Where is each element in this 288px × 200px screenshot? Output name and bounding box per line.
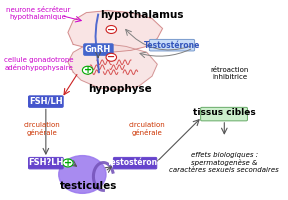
Text: −: − — [107, 24, 115, 34]
Circle shape — [106, 26, 117, 33]
FancyBboxPatch shape — [29, 96, 63, 107]
Polygon shape — [68, 44, 157, 90]
Text: +: + — [84, 65, 92, 75]
Circle shape — [82, 66, 93, 74]
FancyBboxPatch shape — [84, 44, 113, 55]
FancyBboxPatch shape — [149, 39, 195, 51]
FancyBboxPatch shape — [201, 107, 247, 121]
Text: testicules: testicules — [60, 181, 118, 191]
Circle shape — [106, 53, 117, 61]
Text: hypothalamus: hypothalamus — [100, 10, 183, 20]
Text: circulation
générale: circulation générale — [128, 122, 165, 136]
Text: FSH/LH: FSH/LH — [29, 96, 62, 105]
Text: −: − — [107, 52, 115, 62]
FancyBboxPatch shape — [29, 157, 63, 169]
Text: GnRH: GnRH — [85, 45, 111, 54]
Text: hypophyse: hypophyse — [89, 84, 152, 94]
Polygon shape — [68, 11, 162, 52]
Text: Testostérone: Testostérone — [143, 41, 200, 50]
Text: tissus cibles: tissus cibles — [193, 108, 256, 117]
Text: cellule gonadotrope
adénohypophysaire: cellule gonadotrope adénohypophysaire — [4, 57, 74, 71]
Text: effets biologiques :
spermatogenèse &
caractères sexuels secondaires: effets biologiques : spermatogenèse & ca… — [169, 152, 279, 173]
Circle shape — [63, 159, 73, 167]
Text: FSH?LH: FSH?LH — [28, 158, 63, 167]
Ellipse shape — [59, 156, 106, 193]
Text: circulation
générale: circulation générale — [23, 122, 60, 136]
Text: Testostérone: Testostérone — [107, 158, 163, 167]
Text: rétroaction
inhibitrice: rétroaction inhibitrice — [210, 67, 249, 80]
Text: +: + — [64, 158, 72, 168]
FancyBboxPatch shape — [113, 157, 157, 169]
Text: neurone sécréteur
hypothalamique: neurone sécréteur hypothalamique — [5, 7, 70, 20]
